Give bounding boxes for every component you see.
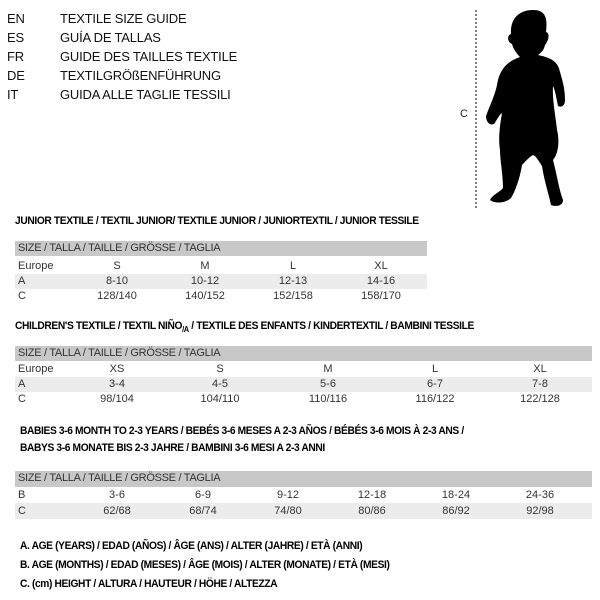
language-codes: EN ES FR DE IT [7,9,25,104]
table-cell: 14-16 [366,275,396,287]
table-cell: XL [533,363,547,375]
row-label: C [18,505,26,517]
table-cell: XS [109,363,125,375]
table-header: SIZE / TALLA / TAILLE / GRÖSSE / TAGLIA [15,241,427,256]
table-cell: 68/74 [189,505,217,517]
table-cell: 86/92 [442,505,470,517]
lang-code: DE [7,68,25,83]
language-titles: TEXTILE SIZE GUIDE GUÍA DE TALLAS GUIDE … [60,9,237,104]
table-cell: 8-10 [105,275,129,287]
legend-item-b: B. AGE (MONTHS) / EDAD (MESES) / ÂGE (MO… [20,559,390,571]
table-cell: 3-6 [109,489,125,501]
row-label: Europe [18,260,54,272]
junior-section-title: JUNIOR TEXTILE / TEXTIL JUNIOR/ TEXTILE … [15,215,419,227]
legend-item-c: C. (cm) HEIGHT / ALTURA / HAUTEUR / HÖHE… [20,578,278,590]
table-cell: XL [374,260,388,272]
table-cell: 140/152 [185,290,225,302]
table-cell: 152/158 [273,290,313,302]
row-label: A [18,275,26,287]
table-cell: 122/128 [520,393,560,405]
row-label: Europe [18,363,54,375]
title-subscript: /A [182,325,189,334]
baby-height-figure [475,10,565,208]
table-cell: M [323,363,333,375]
table-cell: M [200,260,210,272]
lang-title: GUIDE DES TAILLES TEXTILE [60,49,238,64]
baby-silhouette-icon [486,10,565,206]
lang-title: TEXTILE SIZE GUIDE [60,11,187,26]
table-cell: 74/80 [274,505,302,517]
lang-code: FR [7,49,24,64]
table-cell: 158/170 [361,290,401,302]
table-cell: 6-7 [427,378,443,390]
table-cell: 9-12 [276,489,300,501]
table-cell: 80/86 [358,505,386,517]
table-header: SIZE / TALLA / TAILLE / GRÖSSE / TAGLIA [15,471,592,487]
table-cell: L [289,260,297,272]
title-text: CHILDREN'S TEXTILE / TEXTIL NIÑO [15,320,183,332]
table-row-europe: Europe XS S M L XL [15,362,592,377]
table-cell: 92/98 [526,505,554,517]
table-cell: 4-5 [212,378,228,390]
table-cell: 12-13 [278,275,308,287]
lang-code: IT [7,87,19,102]
table-cell: 104/110 [200,393,240,405]
table-cell: S [216,363,224,375]
row-label: B [18,489,26,501]
table-cell: 5-6 [320,378,336,390]
table-row-c: C 98/104 104/110 110/116 116/122 122/128 [15,392,592,407]
table-row-europe: Europe S M L XL [15,259,427,274]
table-cell: L [431,363,439,375]
row-label: C [18,393,26,405]
children-section-title: CHILDREN'S TEXTILE / TEXTIL NIÑO/A / TEX… [15,320,474,334]
row-label: A [18,378,26,390]
legend-item-a: A. AGE (YEARS) / EDAD (AÑOS) / ÂGE (ANS)… [20,540,363,552]
table-cell: 62/68 [103,505,131,517]
table-cell: 116/122 [415,393,455,405]
table-cell: 98/104 [100,393,134,405]
row-label: C [18,290,26,302]
table-row-c: C 62/68 68/74 74/80 80/86 86/92 92/98 [15,503,592,519]
legend: A. AGE (YEARS) / EDAD (AÑOS) / ÂGE (ANS)… [20,537,390,594]
babies-section-title-line2: BABYS 3-6 MONATE BIS 2-3 JAHRE / BAMBINI… [20,442,325,454]
lang-title: GUIDA ALLE TAGLIE TESSILI [60,87,231,102]
table-cell: 24-36 [525,489,555,501]
table-cell: 3-4 [109,378,125,390]
table-cell: 18-24 [441,489,471,501]
table-cell: 7-8 [532,378,548,390]
children-size-table: SIZE / TALLA / TAILLE / GRÖSSE / TAGLIA … [15,346,592,407]
table-cell: 6-9 [195,489,211,501]
lang-title: TEXTILGRÖßENFÜHRUNG [60,68,221,83]
table-row-b: B 3-6 6-9 9-12 12-18 18-24 24-36 [15,487,592,503]
table-row-a: A 3-4 4-5 5-6 6-7 7-8 [15,377,592,392]
babies-size-table: SIZE / TALLA / TAILLE / GRÖSSE / TAGLIA … [15,471,592,519]
table-cell: 128/140 [97,290,137,302]
table-row-a: A 8-10 10-12 12-13 14-16 [15,274,427,289]
junior-size-table: SIZE / TALLA / TAILLE / GRÖSSE / TAGLIA … [15,241,427,304]
table-header: SIZE / TALLA / TAILLE / GRÖSSE / TAGLIA [15,346,592,361]
title-text: / TEXTILE DES ENFANTS / KINDERTEXTIL / B… [188,320,474,332]
lang-code: ES [7,30,24,45]
table-cell: 12-18 [357,489,387,501]
table-cell: 110/116 [308,393,348,405]
height-label: C [460,108,468,120]
table-cell: 10-12 [190,275,220,287]
lang-title: GUÍA DE TALLAS [60,30,161,45]
table-row-c: C 128/140 140/152 152/158 158/170 [15,289,427,304]
table-cell: S [113,260,121,272]
babies-section-title-line1: BABIES 3-6 MONTH TO 2-3 YEARS / BEBÉS 3-… [20,425,464,437]
lang-code: EN [7,11,25,26]
